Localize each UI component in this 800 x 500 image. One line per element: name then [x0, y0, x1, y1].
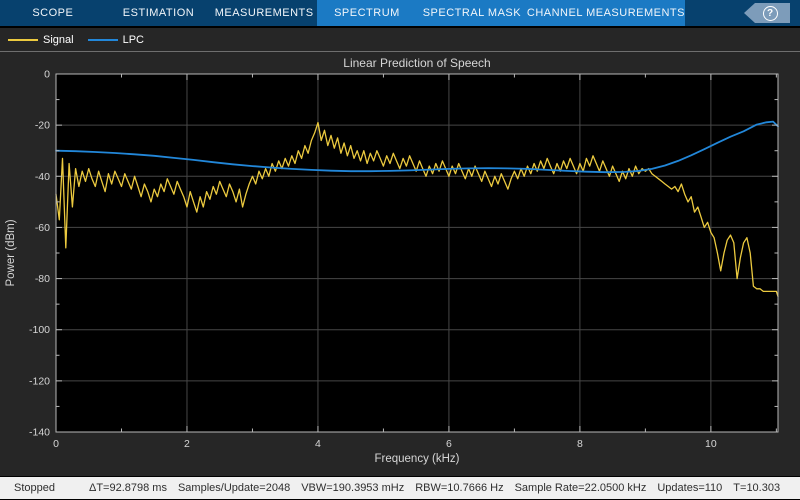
- tab-spectral-mask[interactable]: SPECTRAL MASK: [422, 7, 522, 19]
- legend-line-swatch: [8, 38, 38, 41]
- x-tick-label: 4: [315, 438, 321, 450]
- status-item: Samples/Update=2048: [177, 482, 291, 494]
- toolbar-right: ?: [685, 0, 800, 26]
- tab-group-spectrum: SPECTRUM SPECTRAL MASK CHANNEL MEASUREMENT…: [317, 0, 685, 26]
- status-item: VBW=190.3953 mHz: [301, 482, 405, 494]
- help-icon: ?: [762, 5, 778, 21]
- x-axis-label: Frequency (kHz): [375, 453, 460, 465]
- x-tick-label: 0: [53, 438, 59, 450]
- series-lpc: [55, 120, 779, 174]
- y-tick-label: -40: [35, 171, 50, 183]
- y-tick-label: -100: [29, 324, 50, 336]
- legend-label: Signal: [43, 33, 74, 46]
- status-item: Updates=110: [657, 482, 723, 494]
- legend-label: LPC: [122, 33, 144, 46]
- legend-line-swatch: [87, 38, 118, 41]
- tab-group-main: SCOPE ESTIMATION MEASUREMENTS: [0, 0, 317, 26]
- y-tick-label: -20: [35, 120, 50, 132]
- y-tick-label: -140: [29, 427, 50, 439]
- y-axis-label: Power (dBm): [5, 219, 17, 286]
- tab-channel-measurements[interactable]: CHANNEL MEASUREMENTS: [526, 7, 685, 19]
- status-item: ΔT=92.8798 ms: [88, 482, 167, 494]
- plot-canvas[interactable]: 0 2 4 6 8 10 0 -20 -40 -60 -80 -100 -120 -140 Linear P…: [0, 52, 800, 476]
- status-item: Sample Rate=22.0500 kHz: [514, 482, 647, 494]
- axes-box: [55, 73, 779, 433]
- tab-measurements[interactable]: MEASUREMENTS: [214, 7, 314, 19]
- y-tick-label: -120: [29, 375, 50, 387]
- toolbar: SCOPE ESTIMATION MEASUREMENTS SPECTRUM SPEC…: [0, 0, 800, 26]
- tab-spectrum[interactable]: SPECTRUM: [334, 7, 400, 19]
- tab-estimation[interactable]: ESTIMATION: [122, 7, 195, 19]
- y-tick-label: 0: [44, 69, 50, 81]
- y-tick-label: -80: [35, 273, 50, 285]
- plot-panel: 0 2 4 6 8 10 0 -20 -40 -60 -80 -100 -120 -140 Linear P…: [0, 52, 800, 476]
- legend-item-lpc[interactable]: LPC: [87, 33, 144, 46]
- x-tick-label: 2: [184, 438, 190, 450]
- chart-title: Linear Prediction of Speech: [343, 56, 490, 70]
- x-tick-label: 6: [446, 438, 452, 450]
- x-tick-label: 8: [577, 438, 583, 450]
- x-tick-label: 10: [705, 438, 717, 450]
- plot-background: [56, 74, 778, 432]
- toolbar-separator: [0, 26, 800, 28]
- status-item: T=10.303: [733, 482, 781, 494]
- status-item: RBW=10.7666 Hz: [415, 482, 504, 494]
- legend: Signal LPC: [0, 28, 800, 52]
- series-signal: [55, 121, 779, 298]
- status-state: Stopped: [14, 482, 55, 494]
- tab-scope[interactable]: SCOPE: [32, 7, 74, 19]
- help-button[interactable]: ?: [744, 3, 790, 23]
- status-bar: Stopped ΔT=92.8798 ms Samples/Update=2048…: [0, 476, 800, 499]
- y-tick-label: -60: [35, 222, 50, 234]
- legend-item-signal[interactable]: Signal: [8, 34, 74, 46]
